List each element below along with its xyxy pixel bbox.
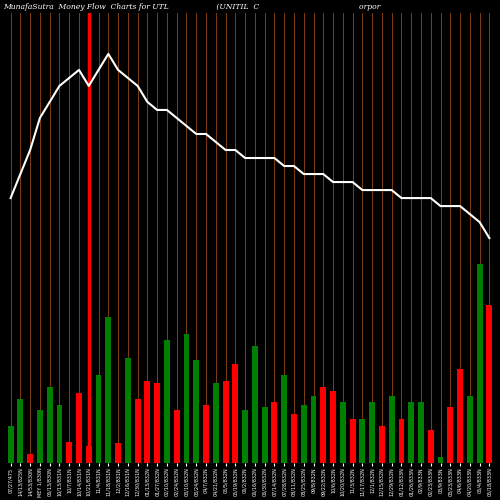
Bar xyxy=(360,418,366,464)
Bar xyxy=(115,444,121,464)
Bar xyxy=(301,404,306,464)
Bar xyxy=(438,458,444,464)
Bar xyxy=(320,387,326,464)
Bar xyxy=(37,410,43,464)
Bar xyxy=(106,316,111,464)
Bar xyxy=(56,404,62,464)
Bar xyxy=(27,454,33,464)
Bar xyxy=(86,446,92,464)
Bar xyxy=(213,384,218,464)
Bar xyxy=(340,402,346,464)
Bar xyxy=(203,404,209,464)
Bar xyxy=(242,410,248,464)
Bar xyxy=(194,360,199,464)
Bar xyxy=(134,398,140,464)
Bar xyxy=(418,402,424,464)
Bar xyxy=(350,418,356,464)
Bar xyxy=(369,402,375,464)
Bar xyxy=(272,402,278,464)
Bar xyxy=(330,390,336,464)
Bar xyxy=(174,410,180,464)
Bar xyxy=(448,407,453,464)
Bar xyxy=(66,442,72,464)
Bar xyxy=(282,376,287,464)
Bar xyxy=(467,396,473,464)
Bar xyxy=(310,396,316,464)
Bar xyxy=(262,407,268,464)
Bar xyxy=(144,381,150,464)
Bar xyxy=(222,381,228,464)
Bar xyxy=(457,370,463,464)
Bar xyxy=(125,358,131,464)
Bar xyxy=(232,364,238,464)
Bar xyxy=(476,264,482,464)
Bar xyxy=(398,418,404,464)
Bar xyxy=(184,334,190,464)
Bar xyxy=(47,387,52,464)
Bar xyxy=(408,402,414,464)
Bar xyxy=(18,398,24,464)
Bar xyxy=(379,426,385,464)
Text: MunafaSutra  Money Flow  Charts for UTL                    (UNITIL  C           : MunafaSutra Money Flow Charts for UTL (U… xyxy=(3,3,380,11)
Bar xyxy=(291,414,297,464)
Bar xyxy=(154,384,160,464)
Bar xyxy=(389,396,394,464)
Bar xyxy=(252,346,258,464)
Bar xyxy=(428,430,434,464)
Bar xyxy=(96,376,102,464)
Bar xyxy=(76,393,82,464)
Bar xyxy=(8,426,14,464)
Bar xyxy=(486,305,492,464)
Bar xyxy=(164,340,170,464)
